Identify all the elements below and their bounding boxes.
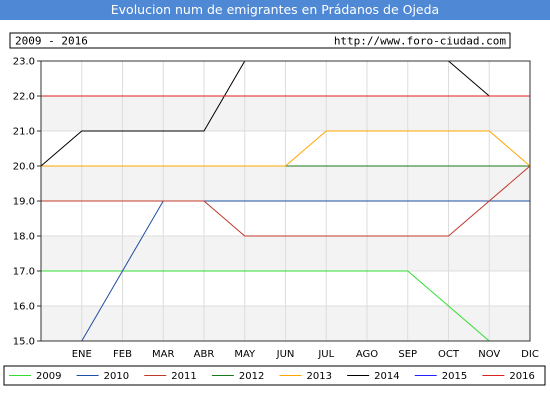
y-tick-label: 15.0	[13, 337, 35, 348]
chart-title: Evolucion num de emigrantes en Prádanos …	[0, 0, 550, 20]
x-tick-label: OCT	[438, 349, 460, 360]
series-line-2011	[41, 165, 531, 237]
source-url: http://www.foro-ciudad.com	[334, 35, 507, 48]
legend-label-2013: 2013	[307, 371, 332, 382]
series-line-2010	[81, 200, 530, 342]
x-tick-label: NOV	[478, 349, 500, 360]
x-tick-label: JUN	[276, 349, 295, 360]
legend-label-2012: 2012	[239, 371, 264, 382]
x-tick-label: AGO	[356, 349, 378, 360]
legend-label-2010: 2010	[104, 371, 129, 382]
y-tick-label: 22.0	[13, 92, 35, 103]
y-tick-label: 18.0	[13, 232, 35, 243]
x-tick-label: MAR	[152, 349, 174, 360]
y-tick-label: 19.0	[13, 197, 35, 208]
series-line-2009	[41, 270, 490, 342]
y-tick-label: 16.0	[13, 302, 35, 313]
period-label: 2009 - 2016	[15, 35, 88, 48]
legend-label-2016: 2016	[509, 371, 534, 382]
y-tick-label: 21.0	[13, 127, 35, 138]
x-tick-label: ABR	[194, 349, 215, 360]
legend-label-2011: 2011	[171, 371, 196, 382]
legend-label-2009: 2009	[36, 371, 61, 382]
series-line-2013	[41, 130, 531, 167]
legend-label-2015: 2015	[442, 371, 467, 382]
y-tick-label: 23.0	[13, 57, 35, 68]
x-tick-label: JUL	[317, 349, 334, 360]
info-box	[9, 32, 511, 49]
x-tick-label: MAY	[234, 349, 256, 360]
x-tick-label: SEP	[398, 349, 417, 360]
legend-label-2014: 2014	[374, 371, 399, 382]
legend-box	[3, 365, 546, 386]
x-tick-label: DIC	[521, 349, 539, 360]
y-tick-label: 20.0	[13, 162, 35, 173]
y-tick-label: 17.0	[13, 267, 35, 278]
x-tick-label: ENE	[72, 349, 92, 360]
x-tick-label: FEB	[113, 349, 132, 360]
